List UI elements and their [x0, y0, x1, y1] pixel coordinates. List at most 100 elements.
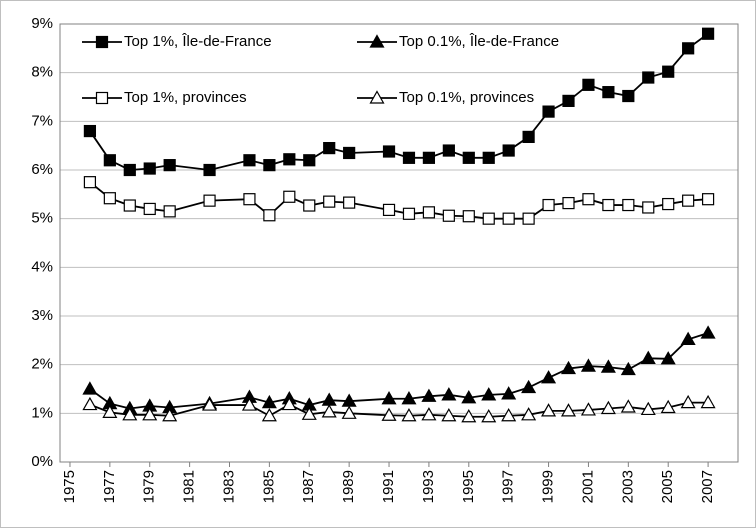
marker — [701, 27, 715, 40]
marker — [521, 407, 537, 421]
marker — [680, 331, 696, 345]
marker — [541, 370, 557, 384]
marker — [600, 359, 616, 373]
marker — [462, 210, 475, 223]
marker — [381, 391, 397, 405]
marker — [441, 408, 457, 422]
marker — [600, 400, 616, 415]
marker — [562, 196, 575, 210]
marker — [502, 212, 515, 225]
marker — [461, 390, 477, 404]
marker — [382, 203, 396, 217]
marker — [343, 146, 356, 160]
x-tick-label: 1975 — [61, 470, 78, 503]
marker — [103, 154, 116, 167]
marker — [401, 408, 417, 422]
marker — [662, 197, 675, 211]
marker — [402, 151, 416, 164]
marker — [203, 194, 216, 207]
y-tick-label: 3% — [31, 307, 53, 324]
marker — [263, 159, 276, 172]
marker — [303, 154, 316, 167]
plot-border — [59, 23, 739, 463]
marker — [122, 407, 138, 421]
marker — [502, 144, 515, 157]
marker — [662, 65, 675, 78]
x-tick-label: 2001 — [579, 470, 596, 503]
marker — [620, 361, 636, 376]
y-tick-label: 5% — [31, 210, 53, 227]
marker — [381, 407, 397, 421]
legend-label: Top 0.1%, Île-de-France — [399, 33, 559, 50]
marker — [701, 193, 715, 206]
marker — [481, 409, 497, 423]
marker — [421, 407, 437, 421]
x-tick-label: 1999 — [540, 470, 557, 503]
marker — [163, 159, 176, 172]
marker — [83, 124, 97, 138]
x-tick-label: 1997 — [500, 470, 517, 503]
marker — [143, 202, 156, 216]
marker — [263, 209, 276, 222]
marker — [323, 142, 336, 155]
marker — [682, 194, 695, 207]
marker — [103, 192, 116, 205]
marker — [602, 198, 615, 212]
marker — [401, 391, 417, 405]
marker — [442, 144, 455, 157]
marker — [642, 201, 655, 214]
marker — [580, 402, 596, 416]
marker — [303, 199, 316, 212]
marker — [142, 407, 158, 421]
marker — [482, 151, 495, 164]
marker — [640, 350, 656, 364]
marker — [261, 394, 277, 409]
marker — [203, 163, 216, 177]
y-tick-label: 0% — [31, 453, 53, 470]
marker — [660, 399, 676, 414]
marker — [622, 198, 635, 212]
marker — [422, 151, 436, 164]
y-tick-label: 7% — [31, 112, 53, 129]
legend-marker — [95, 91, 109, 105]
marker — [102, 404, 118, 418]
marker — [542, 198, 555, 212]
x-tick-label: 2003 — [619, 470, 636, 503]
marker — [202, 397, 218, 411]
legend-label: Top 0.1%, provinces — [399, 89, 534, 106]
legend: Top 1%, Île-de-France Top 0.1%, Île-de-Fr… — [82, 33, 559, 106]
marker — [442, 209, 455, 222]
marker — [321, 404, 337, 418]
marker — [281, 396, 297, 411]
marker — [560, 360, 577, 375]
marker — [562, 94, 575, 107]
marker — [243, 154, 256, 167]
marker — [700, 394, 716, 409]
marker — [343, 196, 356, 209]
marker — [682, 42, 695, 55]
x-tick-label: 1979 — [141, 470, 158, 503]
marker — [501, 386, 517, 400]
x-tick-label: 1989 — [340, 470, 357, 503]
marker — [341, 405, 357, 419]
marker — [261, 408, 277, 422]
marker — [422, 206, 436, 219]
x-tick-label: 1977 — [101, 470, 118, 503]
marker — [83, 176, 97, 189]
marker — [481, 387, 497, 401]
marker — [622, 89, 635, 103]
y-tick-label: 4% — [31, 258, 53, 275]
marker — [620, 399, 636, 413]
marker — [582, 193, 595, 206]
x-tick-label: 1985 — [260, 470, 277, 503]
marker — [642, 71, 655, 84]
marker — [522, 130, 535, 144]
x-tick-label: 1981 — [181, 470, 198, 503]
legend-marker — [95, 35, 109, 49]
legend-marker — [369, 34, 385, 48]
marker — [521, 379, 537, 394]
marker — [123, 199, 136, 212]
legend-label: Top 1%, provinces — [124, 89, 247, 106]
marker — [441, 387, 457, 401]
